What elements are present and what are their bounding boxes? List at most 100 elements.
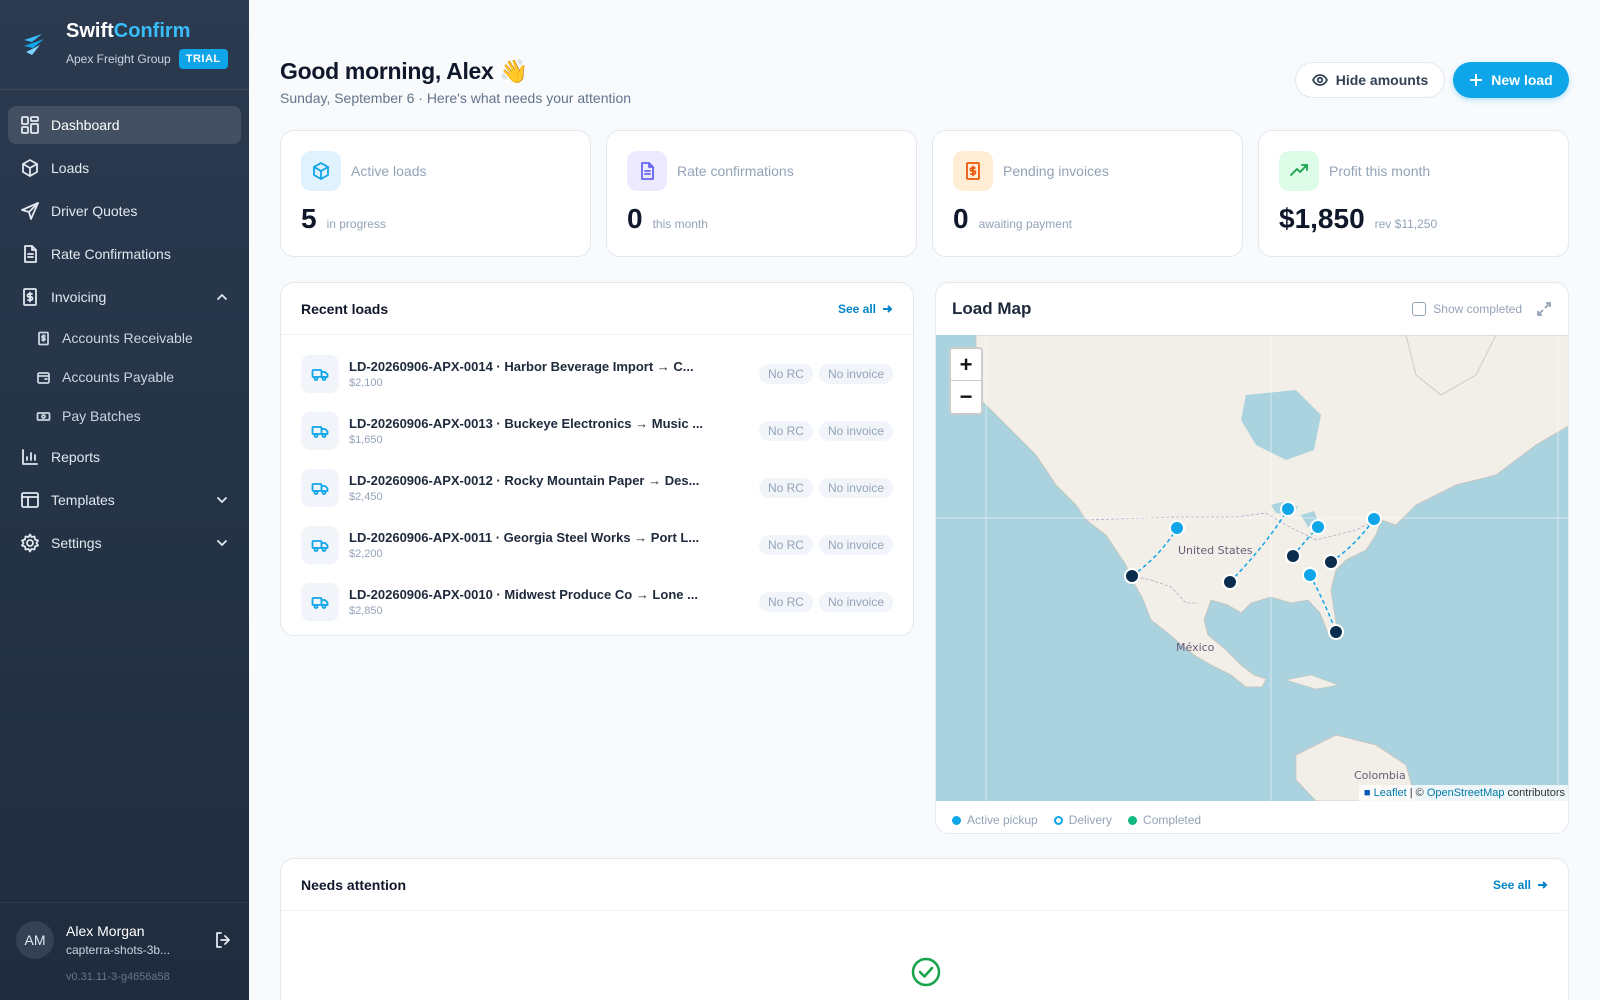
stat-card-active-loads[interactable]: Active loads 5 in progress bbox=[280, 130, 591, 257]
sidebar-item-label: Accounts Payable bbox=[62, 369, 175, 385]
rc-status-badge: No RC bbox=[758, 477, 813, 498]
stat-card-rate-confirmations[interactable]: Rate confirmations 0 this month bbox=[606, 130, 917, 257]
new-load-button[interactable]: New load bbox=[1453, 62, 1569, 98]
send-icon bbox=[21, 202, 39, 220]
company-name: Apex Freight Group bbox=[66, 52, 171, 66]
sidebar-item-label: Reports bbox=[51, 449, 101, 465]
load-row[interactable]: LD-20260906-APX-0010 · Midwest Produce C… bbox=[281, 573, 913, 630]
map-tiles: United States México Colombia bbox=[936, 335, 1568, 801]
card-title: Needs attention bbox=[301, 876, 407, 893]
load-title: LD-20260906-APX-0014 · Harbor Beverage I… bbox=[349, 358, 694, 374]
zoom-out-button[interactable]: − bbox=[959, 384, 973, 409]
sidebar-item-accounts-payable[interactable]: Accounts Payable bbox=[8, 360, 241, 394]
expand-icon[interactable] bbox=[1536, 301, 1552, 317]
leaflet-link[interactable]: Leaflet bbox=[1373, 787, 1407, 799]
avatar[interactable]: AM bbox=[16, 921, 54, 959]
main-content: Good morning, Alex 👋 Sunday, September 6… bbox=[249, 0, 1600, 1000]
load-row[interactable]: LD-20260906-APX-0012 · Rocky Mountain Pa… bbox=[281, 459, 913, 516]
sidebar-item-pay-batches[interactable]: Pay Batches bbox=[8, 399, 241, 433]
sidebar-item-label: Driver Quotes bbox=[51, 203, 138, 219]
load-title: LD-20260906-APX-0013 · Buckeye Electroni… bbox=[349, 415, 704, 431]
load-row[interactable]: LD-20260906-APX-0014 · Harbor Beverage I… bbox=[281, 345, 913, 402]
load-amount: $2,200 bbox=[349, 547, 383, 560]
stat-note: this month bbox=[652, 217, 708, 231]
needs-attention-see-all-link[interactable]: See all bbox=[1493, 878, 1548, 892]
brand: SwiftConfirm Apex Freight Group TRIAL bbox=[0, 0, 249, 90]
legend-delivery: Delivery bbox=[1053, 813, 1112, 827]
sidebar-item-loads[interactable]: Loads bbox=[8, 149, 241, 187]
map-canvas[interactable]: United States México Colombia bbox=[936, 335, 1568, 801]
sidebar-item-label: Settings bbox=[51, 535, 102, 551]
sidebar-item-reports[interactable]: Reports bbox=[8, 438, 241, 476]
load-title: LD-20260906-APX-0012 · Rocky Mountain Pa… bbox=[349, 472, 700, 488]
hide-amounts-button[interactable]: Hide amounts bbox=[1295, 62, 1445, 98]
load-title: LD-20260906-APX-0010 · Midwest Produce C… bbox=[349, 586, 698, 602]
sidebar-item-driver-quotes[interactable]: Driver Quotes bbox=[8, 192, 241, 230]
zoom-in-button[interactable]: + bbox=[951, 349, 981, 381]
map-attribution: ■ Leaflet | © OpenStreetMap contributors bbox=[1358, 785, 1568, 801]
sidebar-item-dashboard[interactable]: Dashboard bbox=[8, 106, 241, 144]
sidebar-item-templates[interactable]: Templates bbox=[8, 481, 241, 519]
stat-value: $1,850 bbox=[1279, 203, 1365, 234]
logout-icon[interactable] bbox=[213, 930, 233, 950]
stat-card-profit[interactable]: Profit this month $1,850 rev $11,250 bbox=[1258, 130, 1569, 257]
sidebar-item-settings[interactable]: Settings bbox=[8, 524, 241, 562]
recent-loads-see-all-link[interactable]: See all bbox=[838, 302, 893, 316]
stat-note: awaiting payment bbox=[978, 217, 1072, 231]
rc-status-badge: No RC bbox=[758, 363, 813, 384]
sidebar-item-rate-confirmations[interactable]: Rate Confirmations bbox=[8, 235, 241, 273]
sidebar-item-label: Loads bbox=[51, 160, 90, 176]
map-legend: Active pickup Delivery Completed bbox=[952, 813, 1217, 827]
stat-label: Profit this month bbox=[1329, 163, 1431, 179]
invoice-status-badge: No invoice bbox=[818, 363, 893, 384]
stat-value: 0 bbox=[953, 203, 969, 234]
stat-label: Active loads bbox=[351, 163, 427, 179]
package-icon bbox=[301, 151, 341, 191]
arrow-right-icon bbox=[883, 304, 893, 313]
dashboard-icon bbox=[21, 116, 39, 134]
stat-value: 5 bbox=[301, 203, 317, 234]
load-title: LD-20260906-APX-0011 · Georgia Steel Wor… bbox=[349, 529, 700, 545]
see-all-label: See all bbox=[837, 301, 876, 316]
needs-attention-card: Needs attention See all bbox=[280, 858, 1569, 1000]
map-label-mexico: México bbox=[1176, 641, 1215, 654]
osm-link[interactable]: OpenStreetMap bbox=[1426, 787, 1505, 799]
stat-card-pending-invoices[interactable]: Pending invoices 0 awaiting payment bbox=[932, 130, 1243, 257]
stat-value: 0 bbox=[627, 203, 643, 234]
rc-status-badge: No RC bbox=[758, 420, 813, 441]
sidebar-item-label: Pay Batches bbox=[62, 408, 141, 424]
page-subtitle: Sunday, September 6 · Here's what needs … bbox=[280, 90, 632, 106]
invoice-icon bbox=[23, 288, 37, 306]
rc-status-badge: No RC bbox=[758, 534, 813, 555]
show-completed-label: Show completed bbox=[1433, 302, 1522, 316]
sidebar-item-label: Invoicing bbox=[51, 289, 107, 305]
load-map-card: Load Map Show completed bbox=[935, 282, 1569, 834]
truck-icon bbox=[301, 582, 339, 621]
card-title: Load Map bbox=[952, 299, 1032, 318]
stat-note: in progress bbox=[326, 217, 386, 231]
recent-loads-card: Recent loads See all LD-20260906-APX-001… bbox=[280, 282, 914, 636]
sidebar-item-invoicing[interactable]: Invoicing bbox=[8, 278, 241, 316]
user-panel: AM Alex Morgan capterra-shots-3b... v0.3… bbox=[0, 902, 249, 1000]
package-icon bbox=[22, 159, 38, 177]
truck-icon bbox=[301, 411, 339, 450]
chevron-up-icon bbox=[217, 294, 227, 300]
show-completed-toggle[interactable]: Show completed bbox=[1412, 302, 1522, 316]
sidebar: SwiftConfirm Apex Freight Group TRIAL Da… bbox=[0, 0, 249, 1000]
sidebar-item-accounts-receivable[interactable]: Accounts Receivable bbox=[8, 321, 241, 355]
sidebar-item-label: Accounts Receivable bbox=[62, 330, 193, 346]
legend-completed: Completed bbox=[1128, 813, 1201, 827]
load-amount: $2,450 bbox=[349, 490, 383, 503]
eye-icon bbox=[1311, 74, 1328, 86]
hide-amounts-label: Hide amounts bbox=[1335, 72, 1429, 88]
rc-status-badge: No RC bbox=[758, 591, 813, 612]
user-name: Alex Morgan bbox=[66, 923, 145, 939]
stat-label: Rate confirmations bbox=[677, 163, 794, 179]
load-amount: $1,650 bbox=[349, 433, 383, 446]
invoice-status-badge: No invoice bbox=[818, 534, 893, 555]
load-row[interactable]: LD-20260906-APX-0013 · Buckeye Electroni… bbox=[281, 402, 913, 459]
truck-icon bbox=[301, 354, 339, 393]
truck-icon bbox=[301, 525, 339, 564]
show-completed-checkbox[interactable] bbox=[1412, 302, 1427, 316]
load-row[interactable]: LD-20260906-APX-0011 · Georgia Steel Wor… bbox=[281, 516, 913, 573]
